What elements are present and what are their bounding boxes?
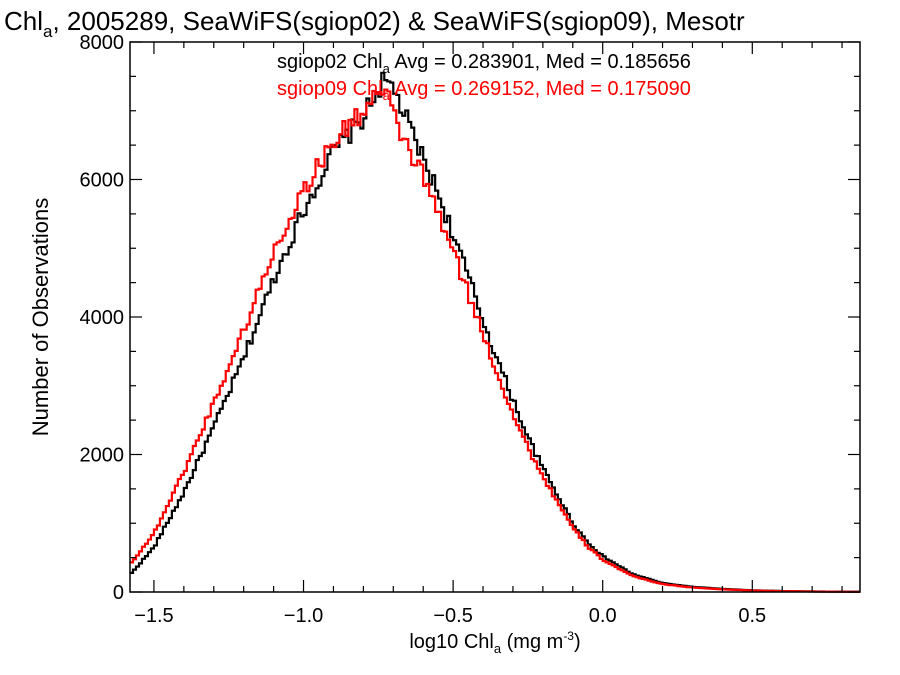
plot-frame bbox=[129, 41, 861, 593]
y-tick-label: 2000 bbox=[80, 445, 125, 467]
x-tick-label: −0.5 bbox=[433, 605, 472, 627]
y-tick-label: 6000 bbox=[80, 170, 125, 192]
series-line-sgiop09 bbox=[130, 88, 860, 593]
y-tick-label: 8000 bbox=[80, 32, 125, 54]
y-tick-label: 4000 bbox=[80, 307, 125, 329]
legend-stats-sgiop09: sgiop09 Chla Avg = 0.269152, Med = 0.175… bbox=[277, 78, 691, 103]
x-tick-label: −1.0 bbox=[284, 605, 323, 627]
series-layer bbox=[130, 71, 860, 593]
x-axis-label: log10 Chla (mg m-3) bbox=[409, 629, 580, 656]
x-tick-label: 0.5 bbox=[738, 605, 766, 627]
y-axis-label: Number of Observations bbox=[28, 198, 53, 436]
x-tick-label: 0.0 bbox=[589, 605, 617, 627]
y-tick-label: 0 bbox=[113, 582, 124, 604]
series-line-sgiop02 bbox=[130, 71, 860, 593]
legend-stats-sgiop02: sgiop02 Chla Avg = 0.283901, Med = 0.185… bbox=[277, 51, 691, 76]
chart-title: Chla, 2005289, SeaWiFS(sgiop02) & SeaWiF… bbox=[4, 6, 745, 41]
x-tick-label: −1.5 bbox=[134, 605, 173, 627]
axis-ticks: −1.5 −1.0 −0.5 0.0 0.5 0 2000 4000 6000 8000 bbox=[80, 32, 860, 627]
